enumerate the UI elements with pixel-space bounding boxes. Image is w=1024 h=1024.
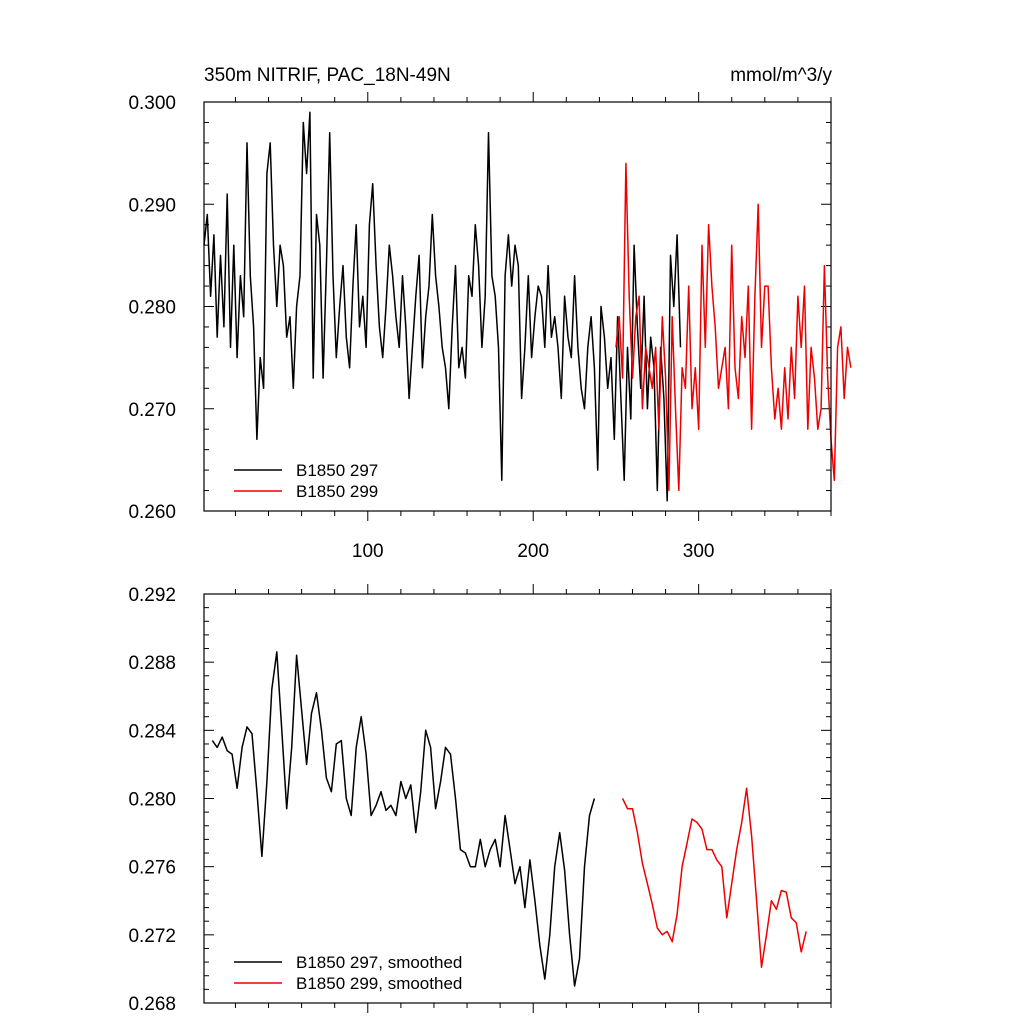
- bottom-plot-frame: [203, 593, 832, 1004]
- top-xtick-label-2: 300: [683, 541, 715, 562]
- top-ytick-label-4: 0.300: [128, 93, 176, 114]
- top-legend: B1850 297 B1850 299: [234, 461, 378, 501]
- legend-label-299-smoothed: B1850 299, smoothed: [296, 974, 462, 993]
- bottom-ytick-label-4: 0.284: [128, 721, 176, 742]
- top-series-line-0: [203, 111, 682, 502]
- chart-title-right: mmol/m^3/y: [730, 65, 832, 86]
- bottom-ytick-label-0: 0.268: [128, 994, 176, 1015]
- bottom-ytick-label-3: 0.280: [128, 790, 176, 811]
- legend-label-297-smoothed: B1850 297, smoothed: [296, 953, 462, 972]
- bottom-ytick-label-1: 0.272: [128, 926, 176, 947]
- legend-label-297: B1850 297: [296, 461, 378, 480]
- bottom-series-line-1: [621, 787, 807, 968]
- bottom-axis-ticks: 0.268 0.272 0.276 0.280 0.284 0.288 0.292: [128, 584, 832, 1015]
- legend-label-299: B1850 299: [296, 482, 378, 501]
- top-series-lines: [203, 111, 852, 502]
- bottom-series-lines: [211, 651, 807, 987]
- bottom-ytick-label-2: 0.276: [128, 858, 176, 879]
- top-series-line-1: [615, 162, 852, 492]
- top-xtick-label-1: 200: [517, 541, 549, 562]
- top-ytick-label-0: 0.260: [128, 502, 176, 523]
- top-ytick-label-2: 0.280: [128, 298, 176, 319]
- top-panel: 350m NITRIF, PAC_18N-49N mmol/m^3/y 0.26…: [128, 65, 852, 562]
- bottom-series-line-0: [211, 651, 596, 987]
- bottom-panel: 0.268 0.272 0.276 0.280 0.284 0.288 0.292 B185…: [128, 584, 832, 1015]
- top-xtick-label-0: 100: [352, 541, 384, 562]
- top-plot-frame: [203, 101, 832, 512]
- bottom-legend: B1850 297, smoothed B1850 299, smoothed: [234, 953, 462, 993]
- top-ytick-label-3: 0.290: [128, 195, 176, 216]
- top-ytick-label-1: 0.270: [128, 400, 176, 421]
- chart-title-left: 350m NITRIF, PAC_18N-49N: [204, 65, 451, 86]
- bottom-ytick-label-6: 0.292: [128, 585, 176, 606]
- bottom-ytick-label-5: 0.288: [128, 653, 176, 674]
